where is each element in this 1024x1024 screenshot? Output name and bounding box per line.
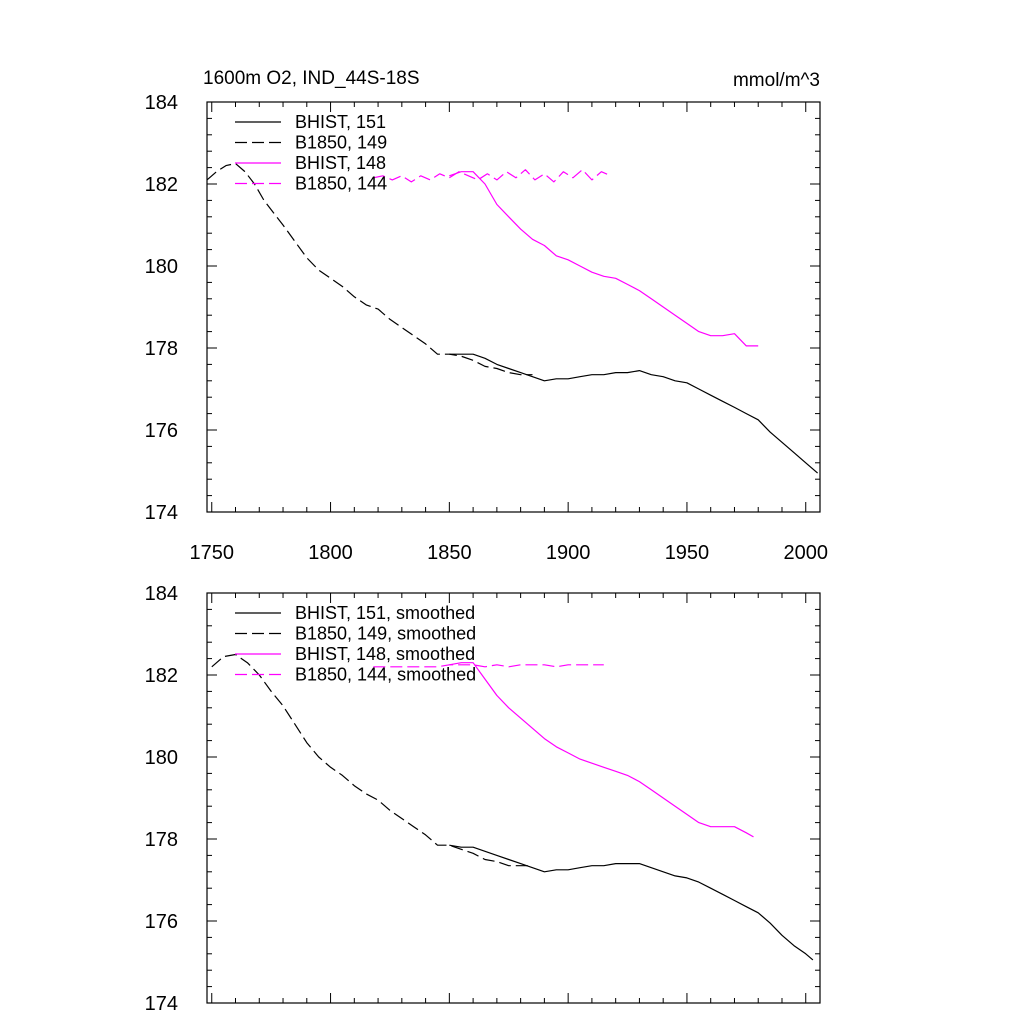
plot-frame (206, 101, 821, 513)
y-tick-label: 184 (145, 92, 178, 114)
y-tick-label: 176 (145, 911, 178, 933)
y-tick-label: 182 (145, 174, 178, 196)
series-line (449, 171, 759, 347)
legend-label: BHIST, 151 (295, 112, 386, 132)
series-line (449, 844, 814, 961)
x-tick-label: 2000 (783, 542, 828, 564)
units-label: mmol/m^3 (733, 70, 820, 91)
legend-label: B1850, 149 (295, 133, 387, 153)
x-tick-label: 1900 (546, 542, 591, 564)
legend-label: BHIST, 148, smoothed (295, 644, 475, 664)
x-tick-label: 1950 (665, 542, 710, 564)
y-tick-label: 176 (145, 420, 178, 442)
y-tick-label: 178 (145, 338, 178, 360)
x-tick-label: 1750 (190, 542, 235, 564)
series-line (449, 353, 818, 474)
y-tick-label: 184 (145, 583, 178, 605)
x-tick-label: 1850 (427, 542, 472, 564)
y-tick-label: 180 (145, 747, 178, 769)
series-line (211, 653, 533, 867)
series-line (206, 162, 533, 376)
legend-label: B1850, 144 (295, 174, 387, 194)
legend-label: BHIST, 151, smoothed (295, 603, 475, 623)
figure-title: 1600m O2, IND_44S-18S (203, 68, 420, 89)
legend-label: B1850, 144, smoothed (295, 665, 476, 685)
top-panel: 174 176 178 180 182 184 1750 1800 1850 1900 1950 20… (145, 92, 828, 564)
y-tick-label: 178 (145, 829, 178, 851)
series-line (373, 169, 612, 183)
x-tick-label: 1800 (308, 542, 353, 564)
legend-label: B1850, 149, smoothed (295, 624, 476, 644)
plot-frame (206, 592, 821, 1004)
series-line (373, 664, 604, 668)
y-tick-label: 174 (145, 993, 178, 1015)
legend-label: BHIST, 148 (295, 153, 386, 173)
series-line (449, 662, 754, 838)
y-tick-label: 180 (145, 256, 178, 278)
y-tick-label: 182 (145, 665, 178, 687)
y-tick-label: 174 (145, 502, 178, 524)
